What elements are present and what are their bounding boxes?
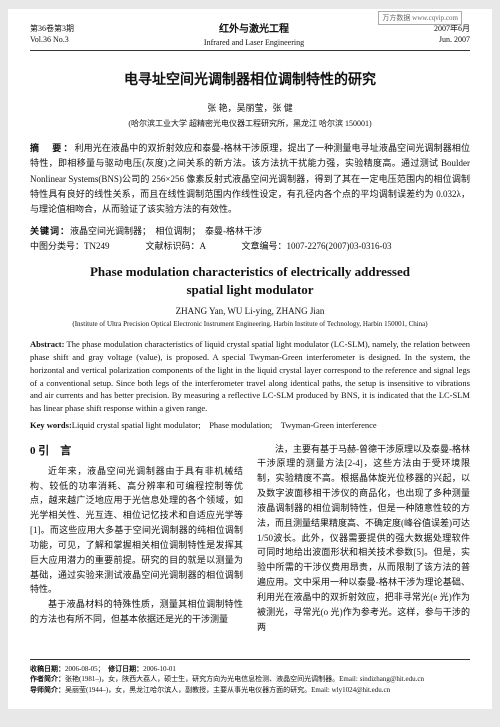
intro-paragraph-1: 近年来，液晶空间光调制器由于具有非机械结构、较低的功率消耗、高分辨率和可编程控制… (30, 464, 243, 598)
title-en-line1: Phase modulation characteristics of elec… (30, 264, 470, 280)
authors-en: ZHANG Yan, WU Li-ying, ZHANG Jian (30, 306, 470, 316)
received-date: 2006-08-05； (65, 665, 108, 673)
advisor-bio-text: 吴丽莹(1944–)，女，黑龙江哈尔滨人，副教授，主要从事光电仪器方面的研究。E… (65, 686, 390, 694)
journal-header: 第36卷第3期 Vol.36 No.3 红外与激光工程 Infrared and… (30, 23, 470, 51)
keywords-en: Key words:Liquid crystal spatial light m… (30, 419, 470, 432)
header-left: 第36卷第3期 Vol.36 No.3 (30, 23, 74, 48)
title-en-line2: spatial light modulator (30, 282, 470, 298)
abstract-cn-text: 利用光在液晶中的双折射效应和泰曼-格林干涉原理，提出了一种测量电寻址液晶空间光调… (30, 143, 470, 214)
footer: 收稿日期：2006-08-05； 修订日期：2006-10-01 作者简介：张艳… (30, 659, 470, 696)
body-columns: 0 引 言 近年来，液晶空间光调制器由于具有非机械结构、较低的功率消耗、高分辨率… (30, 442, 470, 635)
affiliation-en: (Institute of Ultra Precision Optical El… (30, 320, 470, 328)
footer-bio2: 导师简介：吴丽莹(1944–)，女，黑龙江哈尔滨人，副教授，主要从事光电仪器方面… (30, 685, 470, 696)
authors-cn: 张 艳，吴丽莹，张 健 (30, 101, 470, 114)
section-0-heading: 0 引 言 (30, 442, 243, 460)
watermark-box: 万方数据 www.cqvip.com (378, 11, 462, 25)
journal-name-en: Infrared and Laser Engineering (204, 37, 304, 48)
abstract-en: Abstract: The phase modulation character… (30, 338, 470, 415)
intro-paragraph-2: 基于液晶材料的特殊性质，测量其相位调制特性的方法也有所不同，但基本依据还是光的干… (30, 597, 243, 627)
keywords-cn-label: 关键词： (30, 226, 70, 236)
issue-date-en: Jun. 2007 (434, 34, 470, 45)
footer-dates: 收稿日期：2006-08-05； 修订日期：2006-10-01 (30, 664, 470, 675)
affiliation-cn: (哈尔滨工业大学 超精密光电仪器工程研究所，黑龙江 哈尔滨 150001) (30, 118, 470, 129)
author-bio-text: 张艳(1981–)，女，陕西大荔人，硕士生，研究方向为光电信息检测、液晶空间光调… (65, 675, 424, 683)
header-right: 2007年6月 Jun. 2007 (434, 23, 470, 48)
keywords-en-text: Liquid crystal spatial light modulator; … (72, 420, 377, 430)
intro-paragraph-3: 法，主要有基于马赫-曾德干涉原理以及泰曼-格林干涉原理的测量方法[2-4]，这些… (257, 442, 470, 635)
column-right: 法，主要有基于马赫-曾德干涉原理以及泰曼-格林干涉原理的测量方法[2-4]，这些… (257, 442, 470, 635)
footer-bio1: 作者简介：张艳(1981–)，女，陕西大荔人，硕士生，研究方向为光电信息检测、液… (30, 674, 470, 685)
page: 万方数据 www.cqvip.com 第36卷第3期 Vol.36 No.3 红… (8, 9, 492, 709)
keywords-cn: 关键词：液晶空间光调制器； 相位调制； 泰曼-格林干涉 (30, 224, 470, 239)
abstract-cn-label: 摘 要： (30, 143, 75, 153)
title-cn: 电寻址空间光调制器相位调制特性的研究 (30, 69, 470, 89)
volume-issue-cn: 第36卷第3期 (30, 23, 74, 34)
abstract-en-text: The phase modulation characteristics of … (30, 339, 470, 413)
abstract-en-label: Abstract: (30, 339, 64, 349)
column-left: 0 引 言 近年来，液晶空间光调制器由于具有非机械结构、较低的功率消耗、高分辨率… (30, 442, 243, 635)
author-bio-label: 作者简介： (30, 675, 65, 683)
abstract-cn: 摘 要：利用光在液晶中的双折射效应和泰曼-格林干涉原理，提出了一种测量电寻址液晶… (30, 141, 470, 217)
advisor-bio-label: 导师简介： (30, 686, 65, 694)
journal-name-cn: 红外与激光工程 (204, 23, 304, 37)
header-center: 红外与激光工程 Infrared and Laser Engineering (204, 23, 304, 48)
received-label: 收稿日期： (30, 665, 65, 673)
revised-date: 2006-10-01 (143, 665, 176, 673)
classification-line: 中图分类号：TN249 文献标识码：A 文章编号：1007-2276(2007)… (30, 239, 470, 254)
keywords-en-label: Key words: (30, 420, 72, 430)
revised-label: 修订日期： (108, 665, 143, 673)
keywords-cn-text: 液晶空间光调制器； 相位调制； 泰曼-格林干涉 (70, 226, 262, 236)
volume-issue-en: Vol.36 No.3 (30, 34, 74, 45)
